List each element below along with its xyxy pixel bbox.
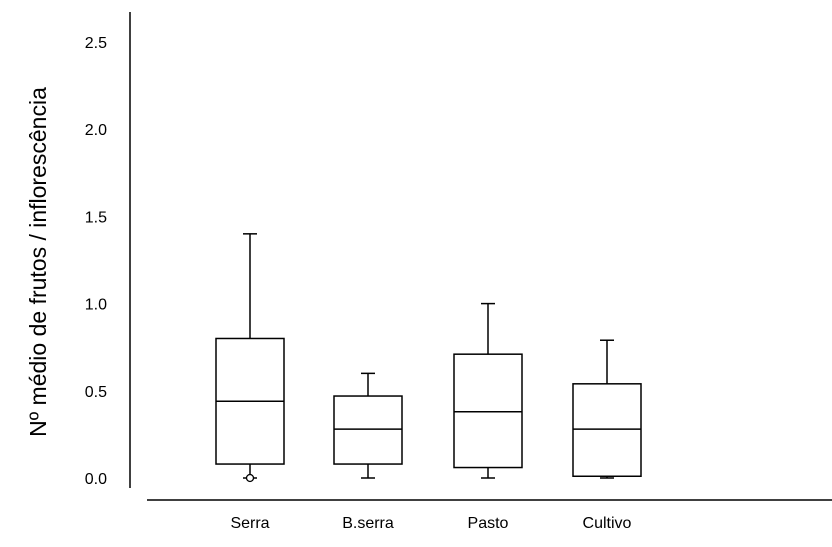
box-group xyxy=(572,339,642,479)
axes xyxy=(129,12,832,501)
box-iqr xyxy=(453,353,523,469)
y-axis-label: Nº médio de frutos / inflorescência xyxy=(25,87,51,437)
box-group xyxy=(453,302,523,479)
y-tick-label: 2.0 xyxy=(85,122,107,139)
y-tick-label: 0.0 xyxy=(85,471,107,488)
y-tick-labels: 0.0 0.5 1.0 1.5 2.0 2.5 xyxy=(85,35,107,488)
x-tick-label: B.serra xyxy=(342,515,394,532)
x-tick-label: Pasto xyxy=(468,515,509,532)
box-group xyxy=(215,233,285,483)
boxes xyxy=(215,233,642,483)
x-tick-label: Cultivo xyxy=(583,515,632,532)
y-tick-label: 2.5 xyxy=(85,35,107,52)
y-tick-label: 1.0 xyxy=(85,297,107,314)
box-iqr xyxy=(333,395,403,465)
box-group xyxy=(333,372,403,479)
x-tick-labels: Serra B.serra Pasto Cultivo xyxy=(230,515,631,532)
y-tick-label: 0.5 xyxy=(85,384,107,401)
y-tick-label: 1.5 xyxy=(85,209,107,226)
outlier-point xyxy=(245,473,255,483)
x-tick-label: Serra xyxy=(230,515,269,532)
box-iqr xyxy=(572,383,642,478)
